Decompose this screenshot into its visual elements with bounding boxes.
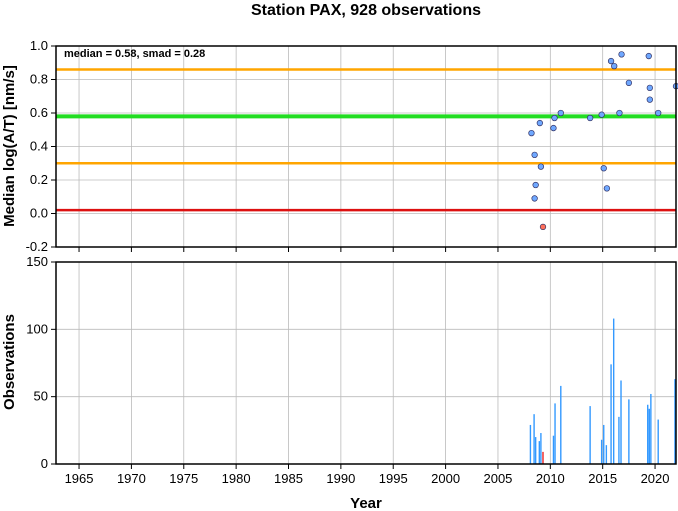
observation-bar [589,406,591,464]
year-x-axis-label: Year [350,495,382,511]
observations-panel: 0 50 100 150 1965 1970 1975 1980 1985 1990 1995 20… [1,254,677,511]
amplitude-points [528,51,678,231]
data-point [536,119,544,127]
data-point [645,52,652,60]
amplitude-panel: -0.2 0.0 0.2 0.4 0.6 0.8 1.0 median = 0.58, sm… [1,38,678,254]
data-point [586,114,594,122]
y-tick-label: 50 [34,389,48,404]
y-tick-label: 0 [41,456,48,471]
observation-bar [610,364,612,464]
observation-bar [534,437,537,464]
observation-bar [533,414,535,464]
x-tick-label: 2010 [536,471,565,486]
data-point [603,185,611,192]
data-point [557,109,564,117]
data-point [551,114,558,122]
amplitude-y-ticks: -0.2 0.0 0.2 0.4 0.6 0.8 1.0 [26,38,56,254]
observation-bar [618,416,620,464]
observations-y-ticks: 0 50 100 150 [26,254,56,471]
y-tick-label: 0.6 [30,105,48,120]
observation-bar [650,393,652,464]
observation-bar [657,419,659,464]
data-point [539,223,547,231]
data-point [625,79,633,86]
y-tick-label: -0.2 [26,239,48,254]
observation-bar [552,435,555,464]
data-point [616,109,623,117]
chart-title: Station PAX, 928 observations [251,2,481,19]
observation-bar [600,439,603,464]
observation-bar [628,399,630,464]
y-tick-label: 150 [26,254,48,269]
observation-bar [540,433,542,464]
observation-bar [647,404,649,464]
observation-bar [612,318,615,464]
y-tick-label: 0.0 [30,206,48,221]
observation-bar [648,408,650,464]
reference-lines [56,68,676,212]
x-tick-label: 2005 [483,471,512,486]
x-tick-label: 1965 [65,471,94,486]
observation-bar [542,451,544,464]
data-point [611,62,618,70]
y-tick-label: 100 [26,321,48,336]
y-tick-label: 1.0 [30,38,48,53]
x-tick-label: 1980 [222,471,251,486]
data-point [550,124,557,132]
data-point [646,84,653,92]
data-point [528,129,535,137]
observation-bar [603,424,605,464]
x-tick-label: 1990 [326,471,355,486]
x-tick-label: 1970 [117,471,146,486]
x-tick-label: 1995 [379,471,408,486]
data-point [600,165,607,172]
observation-bar [560,385,562,464]
y-tick-label: 0.4 [30,139,48,154]
observation-bar [538,441,541,464]
x-tick-label: 2015 [588,471,617,486]
data-point [655,109,662,117]
observations-plot-frame [55,261,677,465]
observations-bars [529,318,676,464]
y-tick-label: 0.8 [30,72,48,87]
observation-bar [529,424,532,464]
data-point [607,57,615,65]
median-smad-annotation: median = 0.58, smad = 0.28 [64,48,205,60]
x-tick-label: 2020 [641,471,670,486]
data-point [646,96,653,103]
observation-bar [554,403,556,464]
data-point [537,163,545,170]
y-tick-label: 0.2 [30,172,48,187]
observations-y-axis-label: Observations [1,314,18,410]
observation-bar [605,445,608,464]
data-point [618,51,625,58]
observation-bar [674,379,676,464]
year-x-ticks: 1965 1970 1975 1980 1985 1990 1995 2000 2005 2010… [65,464,670,486]
x-tick-label: 1975 [169,471,198,486]
x-tick-label: 2000 [431,471,460,486]
observations-grid [56,261,676,465]
amplitude-y-axis-label: Median log(A/T) [nm/s] [1,65,18,227]
observation-bar [620,380,622,464]
data-point [598,111,605,118]
data-point [531,195,538,202]
x-tick-label: 1985 [274,471,303,486]
data-point [531,151,538,159]
data-point [532,181,539,189]
amplitude-grid [56,45,676,252]
